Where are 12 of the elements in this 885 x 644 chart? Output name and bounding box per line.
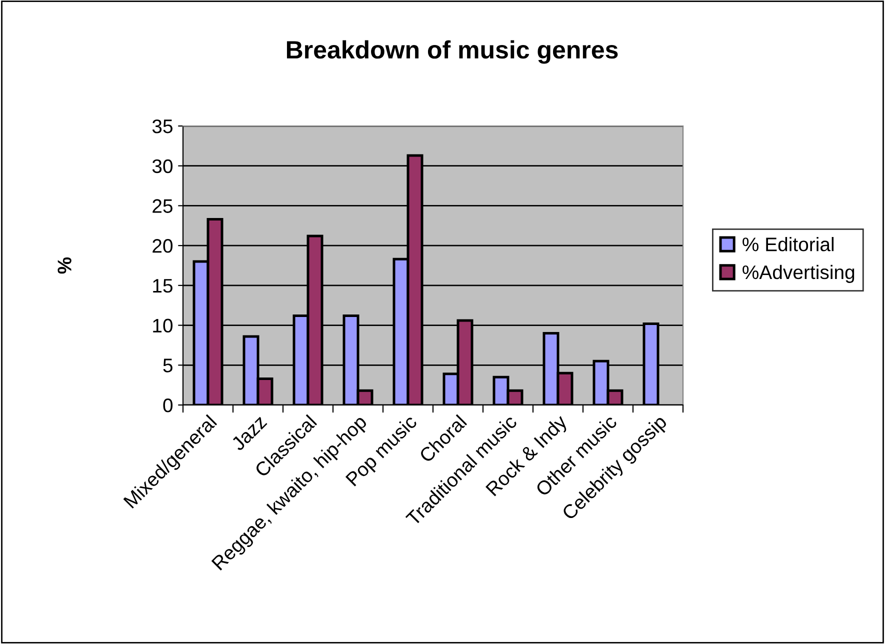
y-tick-label: 30	[152, 159, 173, 174]
y-tick-label: 10	[153, 318, 173, 333]
y-axis-title: %	[58, 257, 72, 274]
legend-label: % Editorial	[742, 237, 834, 252]
y-tick-label: 15	[153, 279, 172, 293]
legend-label: %Advertising	[742, 264, 854, 283]
y-tick-label: 25	[152, 199, 172, 213]
y-tick-label: 35	[152, 119, 172, 134]
y-tick-label: 0	[163, 398, 173, 412]
y-tick-label: 20	[152, 239, 173, 253]
y-tick-label: 5	[163, 358, 172, 372]
chart-title: Breakdown of music genres	[286, 40, 618, 64]
